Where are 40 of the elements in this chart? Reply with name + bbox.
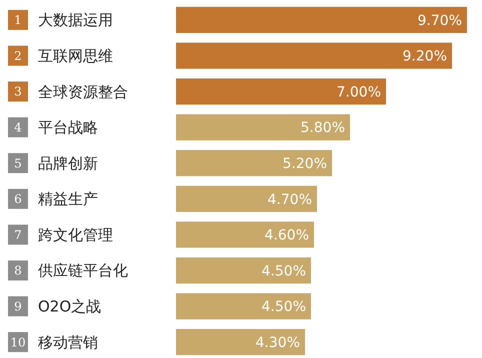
data-label: 4.60%	[264, 228, 309, 244]
text: 5	[14, 156, 22, 170]
data-label: 5.80%	[300, 120, 345, 136]
y-tick-label: 互联网思维	[38, 46, 113, 65]
y-tick-label: 大数据运用	[38, 11, 113, 30]
bar	[176, 329, 305, 356]
data-label: 4.50%	[262, 263, 306, 280]
y-tick-label: 精益生产	[38, 190, 98, 208]
bar	[176, 6, 467, 33]
bar	[176, 257, 311, 284]
bar	[176, 293, 311, 320]
bar	[176, 42, 452, 69]
bar	[176, 114, 350, 140]
data-label: 4.70%	[268, 192, 312, 208]
bar	[176, 78, 386, 105]
y-tick-label: 跨文化管理	[38, 226, 113, 244]
y-tick-label: 移动营销	[38, 333, 98, 352]
data-label: 5.20%	[282, 156, 327, 172]
text: 9	[14, 299, 22, 314]
bar	[176, 150, 332, 176]
y-tick-label: 平台战略	[38, 118, 98, 137]
text: 8	[14, 264, 22, 278]
bar	[176, 186, 317, 212]
text: 1	[14, 13, 22, 28]
data-label: 4.30%	[256, 334, 300, 351]
data-label: 9.70%	[418, 12, 462, 29]
text: 3	[14, 84, 22, 99]
text: 6	[14, 192, 22, 206]
text: 7	[14, 228, 22, 242]
y-tick-label: 供应链平台化	[38, 262, 128, 280]
text: 2	[14, 48, 22, 63]
y-tick-label: 品牌创新	[38, 154, 98, 172]
bar	[176, 222, 314, 248]
data-label: 7.00%	[336, 84, 381, 100]
data-label: 9.20%	[402, 48, 447, 65]
text: 4	[14, 120, 22, 135]
data-label: 4.50%	[262, 299, 306, 316]
y-tick-label: O2O之战	[38, 298, 102, 316]
y-tick-label: 全球资源整合	[38, 82, 128, 101]
text: 10	[10, 335, 26, 350]
